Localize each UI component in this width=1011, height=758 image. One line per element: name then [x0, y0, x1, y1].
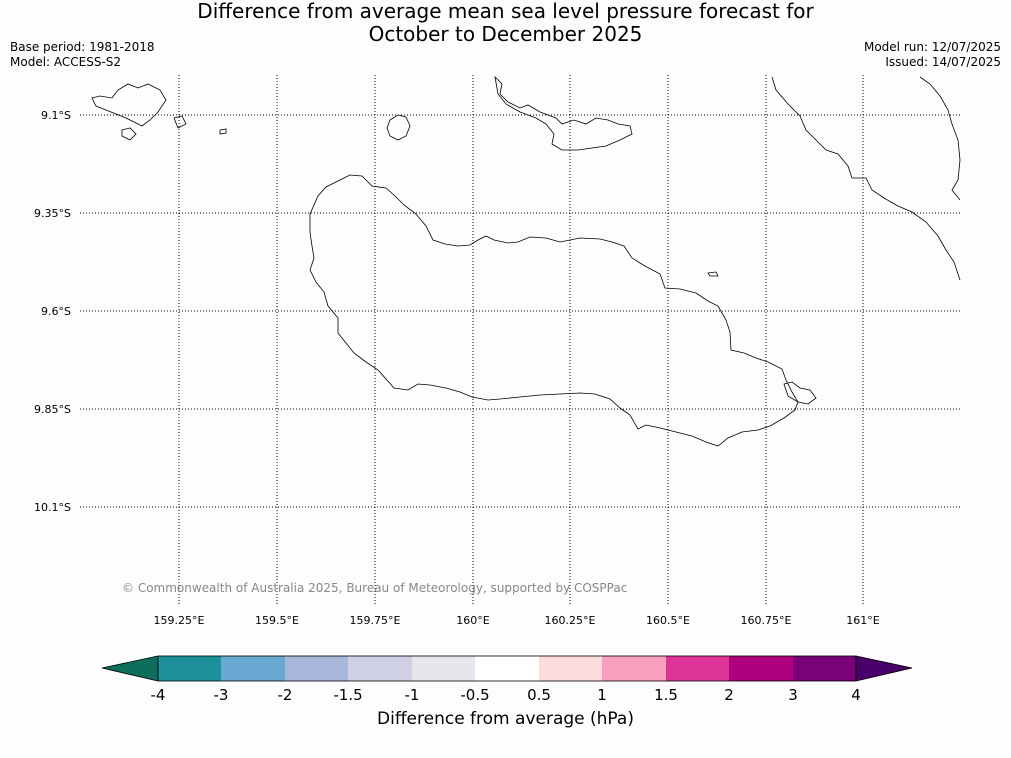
colorbar-segment: [602, 656, 666, 681]
lat-label: 10.1°S: [34, 501, 71, 514]
colorbar-segment: [539, 656, 602, 681]
colorbar-tick-label: 3: [788, 686, 798, 704]
coastline-russell-islands: [91, 83, 167, 127]
colorbar-segment: [475, 656, 539, 681]
colorbar-segment: [412, 656, 475, 681]
title-line-2: October to December 2025: [368, 22, 643, 46]
colorbar-tick-label: -2: [278, 686, 293, 704]
base-period: Base period: 1981-2018: [10, 40, 155, 54]
colorbar-tick-label: -1: [405, 686, 420, 704]
colorbar-tick-label: -4: [151, 686, 166, 704]
colorbar-tick-label: 0.5: [527, 686, 551, 704]
colorbar-tick-label: 1: [597, 686, 607, 704]
coastline-marau-islets: [783, 381, 817, 405]
model-name: Model: ACCESS-S2: [10, 55, 122, 69]
colorbar-tick-label: 4: [851, 686, 861, 704]
coastlines: [91, 75, 961, 447]
lon-label: 161°E: [846, 614, 879, 627]
colorbar-segment: [158, 656, 221, 681]
graticule: [80, 75, 960, 605]
issued-date: Issued: 14/07/2025: [885, 55, 1001, 69]
colorbar-segment: [793, 656, 856, 681]
lat-label: 9.6°S: [41, 305, 71, 318]
coastline-russell-small-2: [173, 115, 187, 129]
colorbar-segment: [729, 656, 793, 681]
lon-label: 159.75°E: [350, 614, 401, 627]
colorbar-title: Difference from average (hPa): [377, 709, 634, 729]
lat-labels: 9.1°S 9.35°S 9.6°S 9.85°S 10.1°S: [34, 109, 71, 514]
colorbar-frame: [157, 655, 857, 682]
coastline-florida-islands: [494, 75, 633, 151]
colorbar-segment: [285, 656, 348, 681]
coastline-malaita-north: [919, 76, 961, 201]
colorbar: -4 -3 -2 -1.5 -1 -0.5 0.5 1 1.5 2 3 4: [101, 655, 913, 704]
title-line-1: Difference from average mean sea level p…: [197, 0, 814, 23]
colorbar-tick-label: 2: [724, 686, 734, 704]
colorbar-tick-label: -3: [214, 686, 229, 704]
map-canvas: 9.1°S 9.35°S 9.6°S 9.85°S 10.1°S 159.25°…: [34, 75, 961, 627]
colorbar-tick-label: -1.5: [333, 686, 362, 704]
coastline-russell-small-1: [121, 127, 137, 141]
meta-right: Model run: 12/07/2025 Issued: 14/07/2025: [864, 40, 1001, 70]
model-run: Model run: 12/07/2025: [863, 40, 1001, 54]
lat-label: 9.85°S: [34, 403, 71, 416]
colorbar-segment: [348, 656, 412, 681]
lon-label: 160.75°E: [741, 614, 792, 627]
coastline-savo: [386, 114, 411, 141]
colorbar-segment: [666, 656, 729, 681]
copyright-notice: © Commonwealth of Australia 2025, Bureau…: [122, 581, 627, 595]
colorbar-extend-low: [101, 655, 159, 682]
colorbar-tick-label: -0.5: [460, 686, 489, 704]
colorbar-tick-label: 1.5: [654, 686, 678, 704]
colorbar-segment: [221, 656, 285, 681]
lat-label: 9.1°S: [41, 109, 71, 122]
colorbar-ticks: -4 -3 -2 -1.5 -1 -0.5 0.5 1 1.5 2 3 4: [151, 686, 861, 704]
colorbar-extend-high: [855, 655, 913, 682]
lat-label: 9.35°S: [34, 207, 71, 220]
coastline-small-islet: [707, 271, 719, 277]
lon-label: 159.25°E: [154, 614, 205, 627]
meta-left: Base period: 1981-2018 Model: ACCESS-S2: [10, 40, 155, 70]
coastline-malaita: [771, 76, 961, 281]
lon-label: 159.5°E: [255, 614, 299, 627]
lon-label: 160.5°E: [646, 614, 690, 627]
lon-label: 160°E: [456, 614, 489, 627]
lon-labels: 159.25°E 159.5°E 159.75°E 160°E 160.25°E…: [154, 614, 880, 627]
coastline-russell-small-3: [219, 128, 227, 135]
coastline-guadalcanal: [309, 174, 799, 447]
map-title: Difference from average mean sea level p…: [0, 0, 1011, 46]
lon-label: 160.25°E: [545, 614, 596, 627]
